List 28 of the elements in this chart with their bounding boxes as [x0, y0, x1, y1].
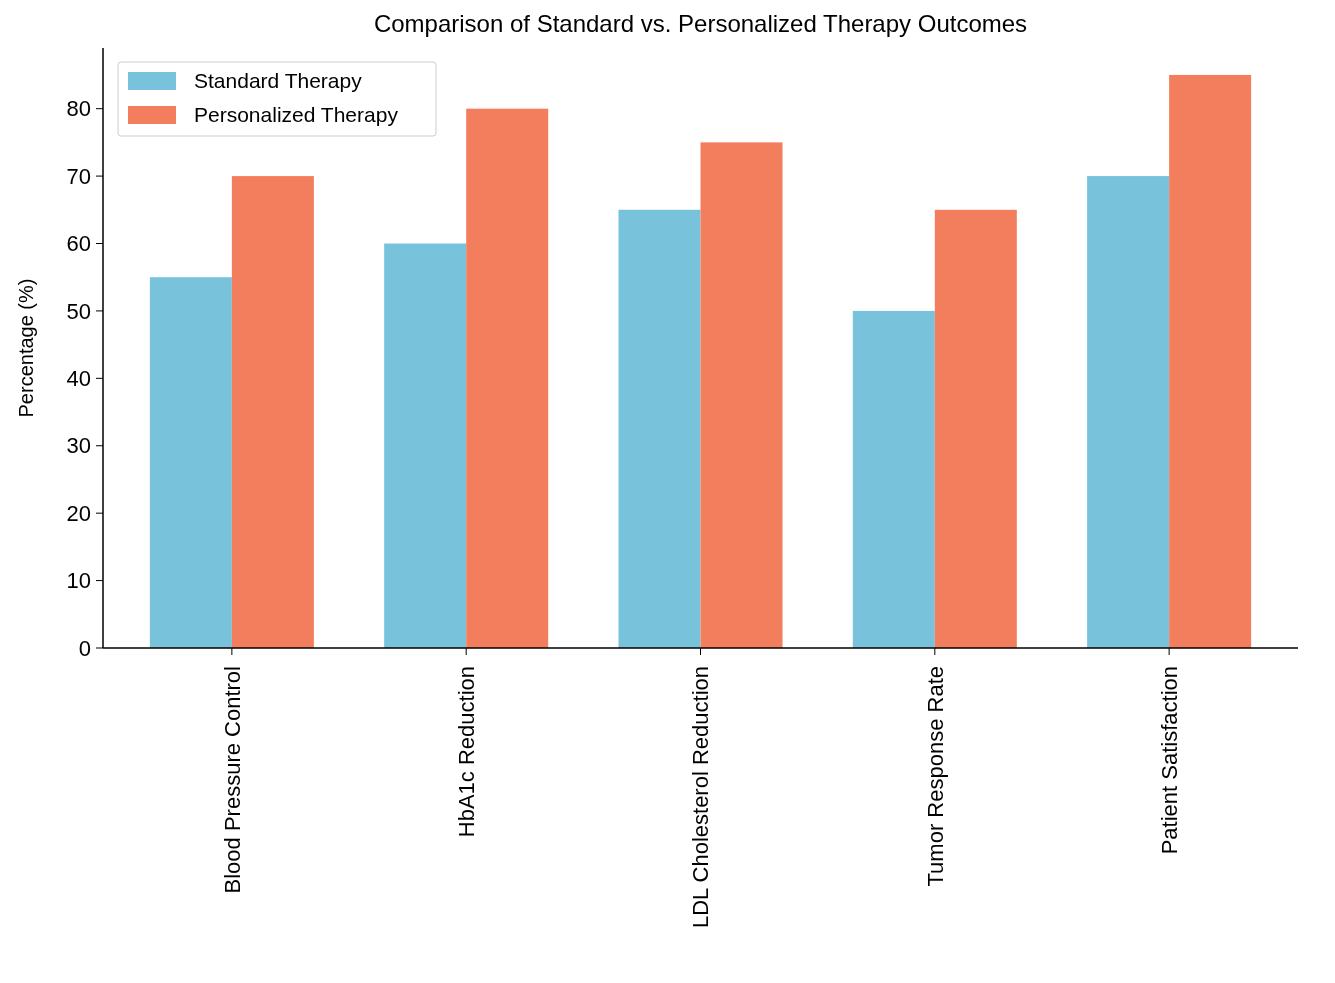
x-tick-label: Patient Satisfaction [1156, 666, 1182, 855]
legend-label: Personalized Therapy [194, 103, 399, 127]
y-tick-label: 40 [66, 366, 91, 392]
legend-label: Standard Therapy [194, 69, 363, 93]
y-tick-label: 50 [66, 298, 91, 324]
x-tick-label: Blood Pressure Control [219, 666, 245, 894]
y-tick-label: 20 [66, 500, 91, 526]
x-tick-label: LDL Cholesterol Reduction [688, 666, 714, 929]
bar [1169, 74, 1252, 648]
x-tick-label: Tumor Response Rate [922, 666, 948, 887]
chart-title: Comparison of Standard vs. Personalized Therapy Outcomes [373, 10, 1028, 37]
bar [618, 209, 701, 648]
y-tick-label: 0 [78, 635, 91, 661]
bar [384, 243, 467, 648]
bar [852, 310, 935, 648]
y-tick-label: 70 [66, 163, 91, 189]
bar [466, 108, 549, 648]
y-tick-label: 10 [66, 568, 91, 594]
y-tick-label: 60 [66, 231, 91, 257]
bar [1087, 176, 1170, 648]
y-tick-label: 80 [66, 96, 91, 122]
y-axis-title: Percentage (%) [15, 278, 37, 418]
bar [231, 176, 314, 648]
x-tick-label: HbA1c Reduction [453, 666, 479, 838]
bar [149, 277, 232, 648]
y-tick-label: 30 [66, 433, 91, 459]
bar [700, 142, 783, 648]
bar [934, 209, 1017, 648]
